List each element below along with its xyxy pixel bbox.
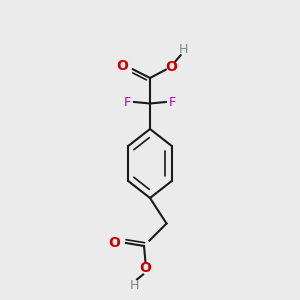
Text: O: O: [140, 262, 152, 275]
Text: O: O: [116, 59, 128, 73]
Text: H: H: [129, 279, 139, 292]
Text: F: F: [169, 95, 176, 109]
Text: H: H: [178, 43, 188, 56]
Text: F: F: [124, 95, 131, 109]
Text: O: O: [108, 236, 120, 250]
Text: O: O: [166, 60, 178, 74]
